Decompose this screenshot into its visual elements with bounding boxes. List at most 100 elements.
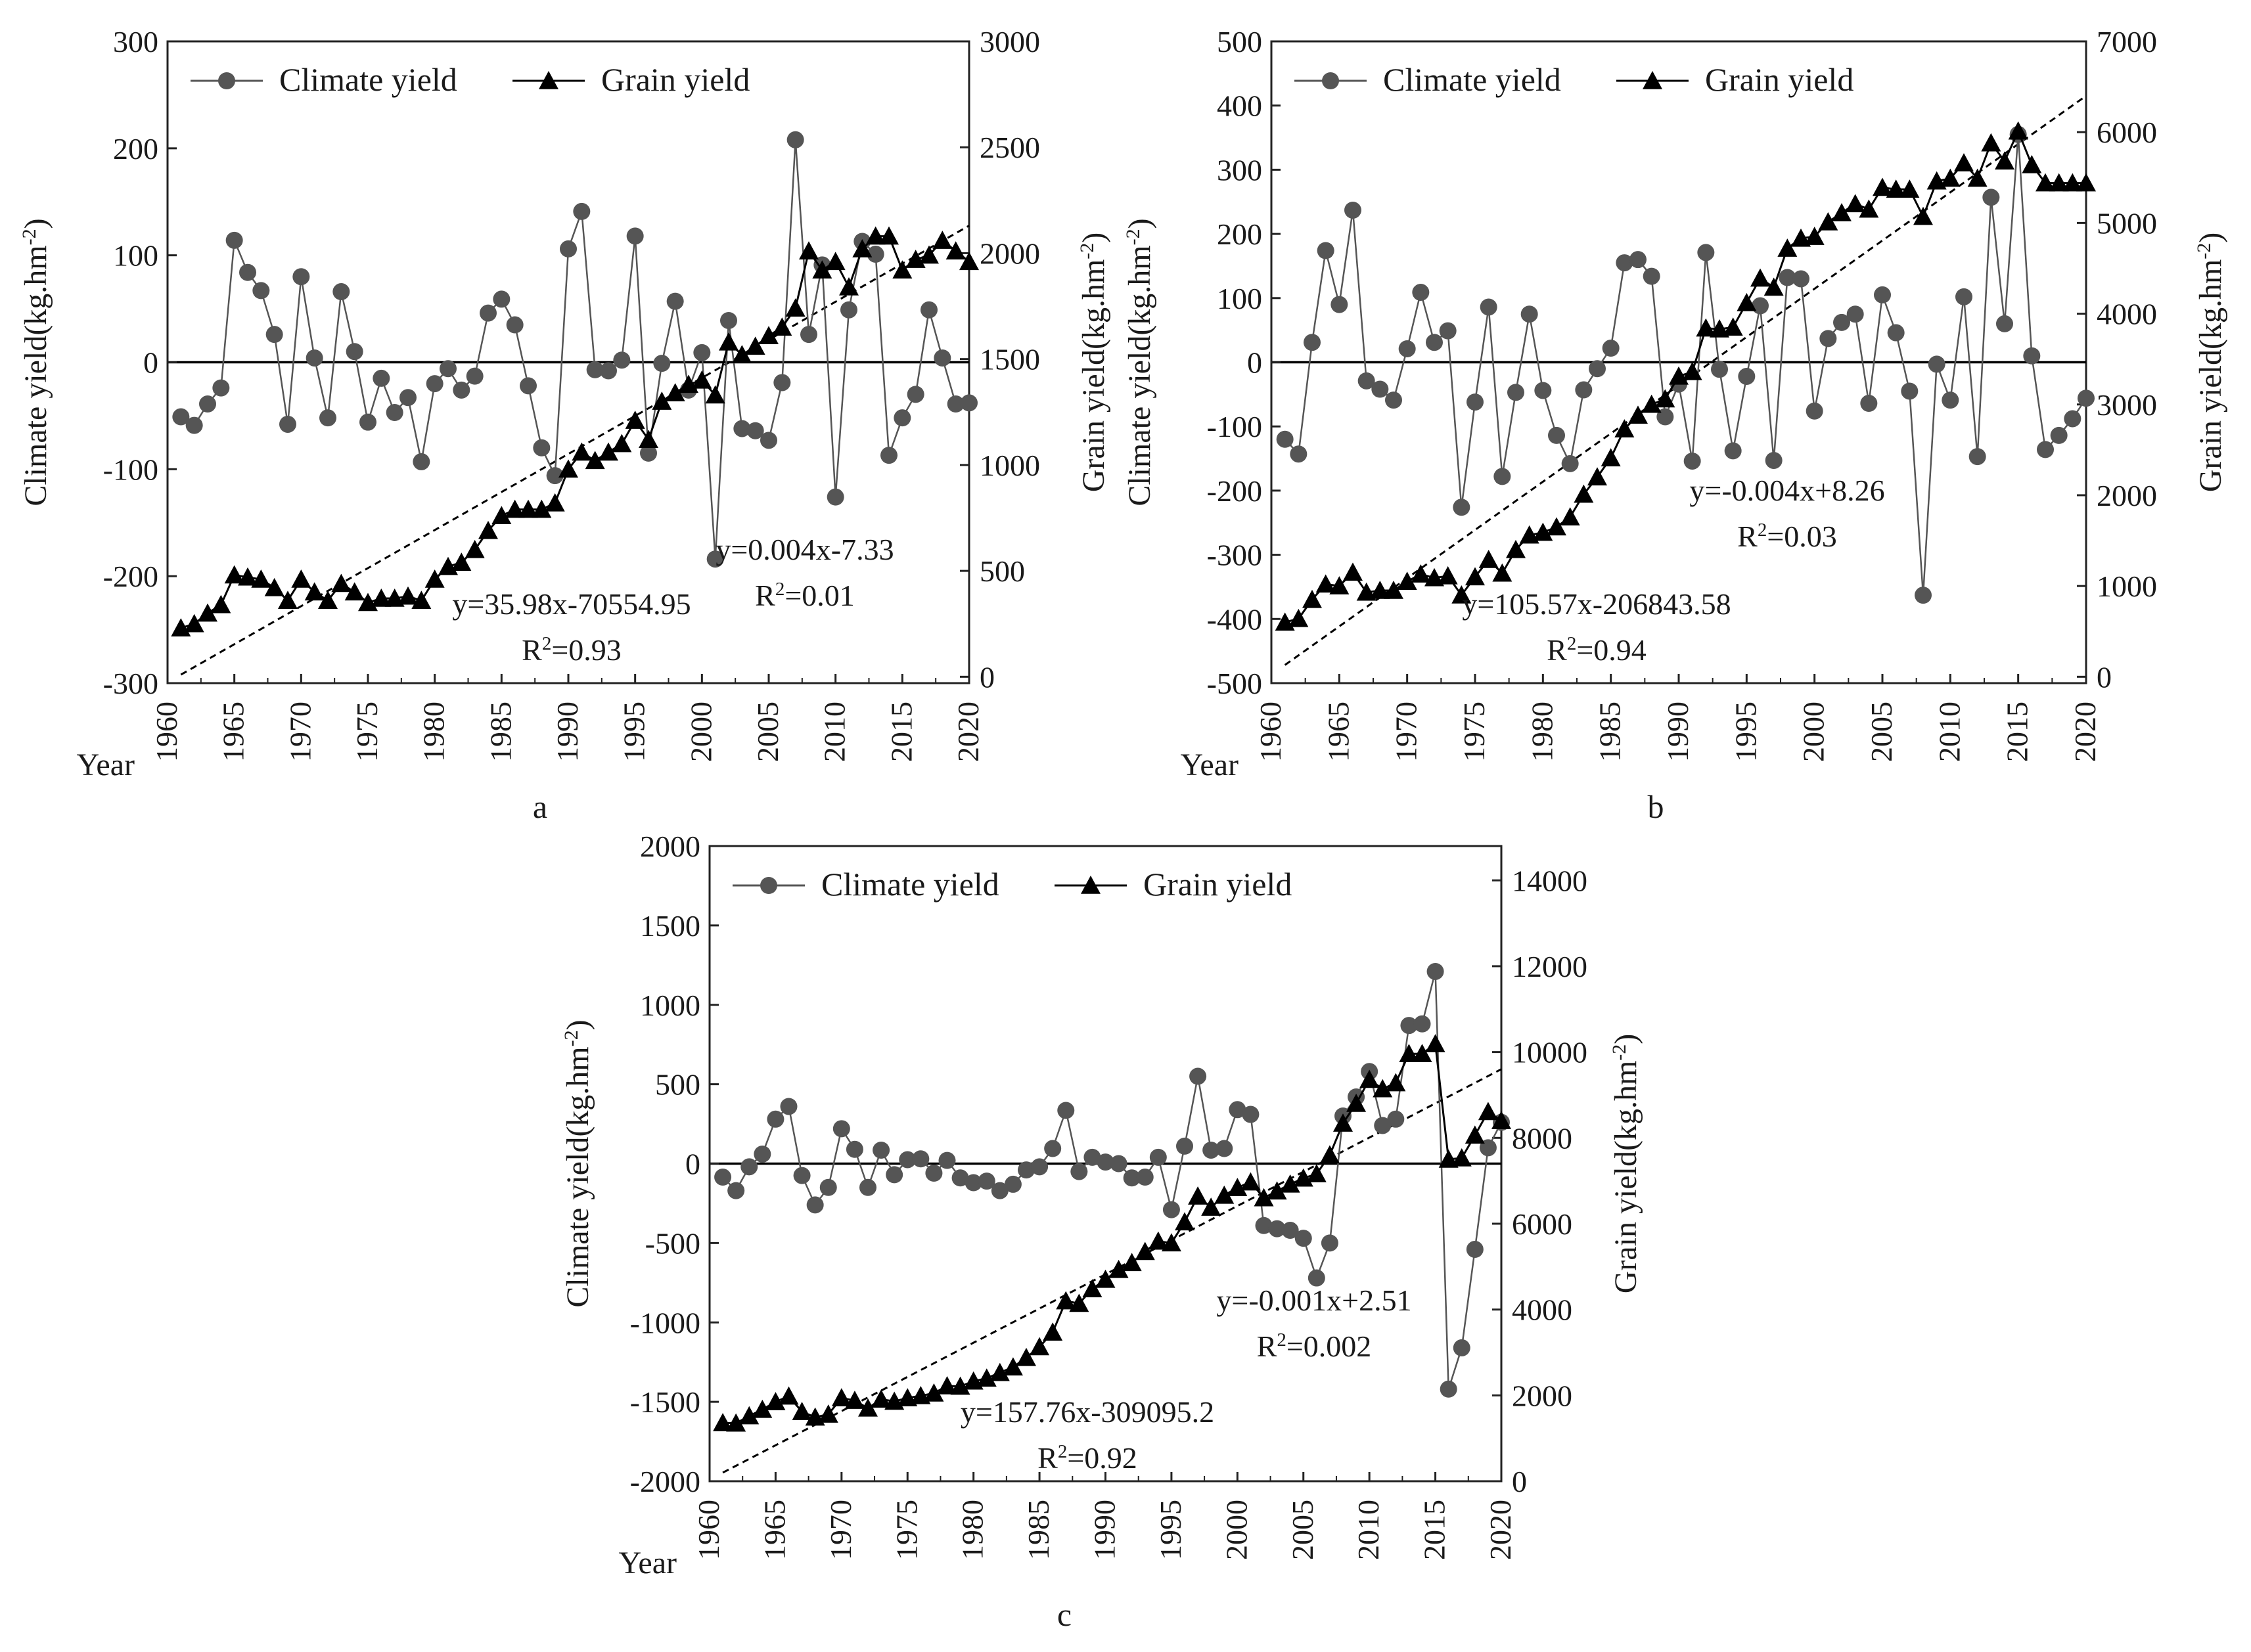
y-right-tick-label: 2000	[980, 236, 1040, 270]
climate-yield-point	[292, 268, 310, 286]
x-tick-label: 2015	[1418, 1500, 1451, 1560]
climate-yield-point	[1322, 72, 1339, 89]
climate-yield-point	[413, 453, 430, 470]
climate-yield-point	[827, 488, 844, 506]
x-tick-label: 2005	[1865, 702, 1898, 762]
grain-yield-point	[765, 1392, 786, 1410]
climate-yield-point	[991, 1182, 1009, 1199]
grain-yield-point	[1601, 448, 1621, 467]
climate-yield-point	[218, 72, 235, 89]
climate-yield-point	[693, 344, 711, 361]
grain-yield-point	[1954, 153, 1974, 171]
y-right-tick-label: 8000	[1512, 1121, 1572, 1155]
grain-yield-point	[1899, 179, 1920, 198]
grain-yield-point	[1465, 567, 1485, 586]
label-part: Climate yield(kg.hm	[1122, 245, 1157, 506]
label-part: =0.94	[1576, 633, 1646, 667]
legend-climate-label: Climate yield	[821, 866, 999, 903]
x-tick-label: 1960	[1254, 702, 1287, 762]
climate-yield-point	[440, 360, 457, 378]
grain-yield-point	[812, 260, 832, 279]
climate-yield-point	[1779, 269, 1796, 286]
label-part: =0.93	[551, 633, 621, 667]
climate-yield-point	[1724, 442, 1742, 460]
label-part: Climate yield(kg.hm	[560, 1046, 595, 1307]
y-left-tick-label: -300	[103, 667, 158, 700]
y-right-tick-label: 1000	[980, 449, 1040, 482]
grain-yield-point	[1696, 318, 1716, 337]
grain-yield-point	[879, 226, 899, 245]
climate-yield-point	[1968, 448, 1986, 466]
x-tick-label: 1960	[692, 1500, 725, 1560]
climate-yield-point	[965, 1174, 982, 1192]
grain-yield-point	[665, 383, 685, 402]
grain-yield-point	[1030, 1337, 1050, 1356]
climate-yield-point	[1480, 298, 1497, 316]
grain-yield-point	[1397, 571, 1417, 590]
climate-yield-point	[934, 349, 951, 367]
label-part: =0.03	[1767, 520, 1836, 553]
y-right-tick-label: 6000	[2097, 116, 2157, 149]
climate-yield-point	[1507, 384, 1524, 401]
climate-yield-point	[573, 202, 591, 220]
y-left-tick-label: 500	[655, 1068, 700, 1102]
climate-yield-point	[1683, 452, 1701, 470]
climate-yield-point	[733, 420, 751, 437]
climate-yield-point	[1268, 1220, 1286, 1238]
climate-yield-point	[1412, 284, 1430, 301]
label-part: =0.01	[784, 579, 854, 612]
x-tick-label: 1995	[1154, 1500, 1187, 1560]
climate-yield-point	[1276, 430, 1294, 448]
y-right-tick-label: 3000	[980, 25, 1040, 58]
chart-panel-b: 1960 1965 1970 1975 1980 1985 1990 1995 2000 2005…	[1122, 25, 2229, 825]
x-tick-label: 1970	[283, 702, 317, 762]
y-left-tick-label: 0	[143, 346, 158, 380]
grain-yield-point	[989, 1362, 1010, 1381]
grain-trend-r2: R2=0.92	[1037, 1441, 1137, 1475]
climate-yield-point	[640, 444, 657, 462]
x-tick-label: 1965	[1321, 702, 1355, 762]
climate-yield-point	[706, 550, 724, 568]
grain-yield-point	[539, 71, 558, 89]
x-axis-label: Year	[1181, 748, 1239, 782]
x-tick-label: 2000	[1797, 702, 1830, 762]
grain-yield-point	[1319, 1145, 1340, 1164]
grain-yield-point	[692, 370, 712, 389]
grain-yield-point	[1214, 1185, 1235, 1204]
climate-yield-point	[1575, 381, 1593, 399]
label-part: =0.92	[1067, 1441, 1137, 1475]
grain-yield-point	[585, 451, 605, 470]
climate-yield-point	[1860, 395, 1878, 413]
x-tick-label: 2000	[684, 702, 717, 762]
y-left-tick-label: -400	[1207, 602, 1262, 636]
y-right-tick-label: 4000	[2097, 298, 2157, 331]
grain-yield-point	[545, 493, 565, 512]
grain-yield-point	[1859, 199, 1879, 218]
grain-yield-point	[1411, 564, 1431, 583]
grain-trend-r2: R2=0.94	[1547, 633, 1647, 667]
y-left-tick-label: 1500	[640, 909, 700, 943]
y-right-tick-label: 10000	[1512, 1036, 1587, 1069]
climate-yield-point	[806, 1196, 824, 1214]
climate-yield-point	[1765, 451, 1783, 469]
x-tick-label: 2020	[1484, 1500, 1517, 1560]
grain-yield-point	[451, 552, 472, 571]
grain-yield-point	[198, 603, 217, 622]
grain-yield-point	[1913, 206, 1933, 225]
label-part: Grain yield(kg.hm	[2193, 259, 2228, 493]
climate-yield-point	[767, 1110, 784, 1128]
grain-yield-point	[1069, 1293, 1089, 1312]
label-part: Grain yield(kg.hm	[1608, 1061, 1643, 1294]
grain-yield-point	[264, 577, 284, 596]
climate-yield-point	[1162, 1201, 1180, 1218]
grain-yield-point	[1492, 563, 1512, 582]
climate-yield-point	[2078, 390, 2095, 407]
superscript: 2	[1567, 633, 1577, 654]
grain-yield-point	[1329, 576, 1350, 594]
x-tick-label: 1975	[350, 702, 384, 762]
grain-yield-point	[1412, 1044, 1432, 1062]
climate-yield-point	[506, 316, 524, 334]
legend-grain-label: Grain yield	[1143, 866, 1292, 903]
grain-yield-point	[2022, 154, 2042, 173]
grain-trend-equation: y=157.76x-309095.2	[961, 1395, 1214, 1429]
